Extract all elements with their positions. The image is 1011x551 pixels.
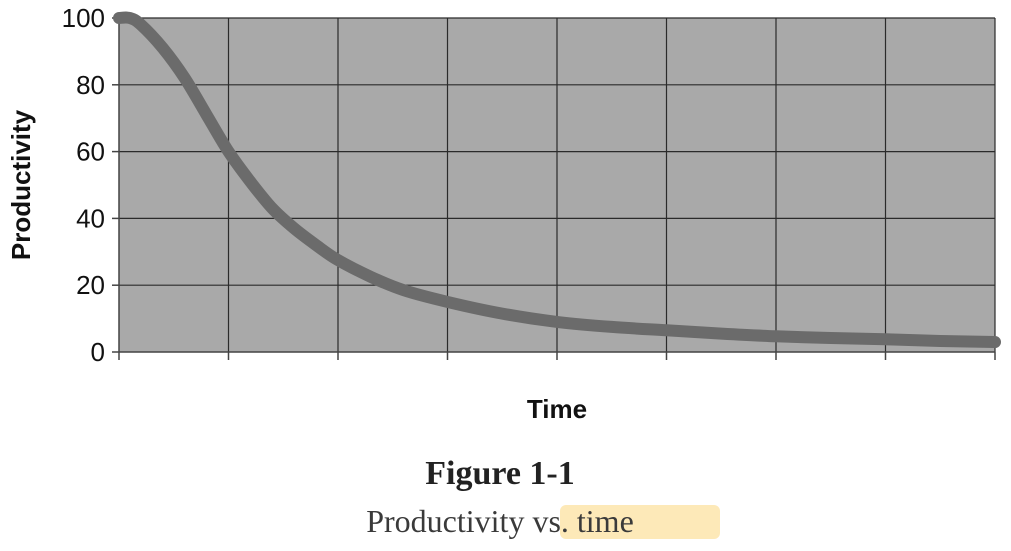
x-axis-title: Time [527,394,587,424]
figure-label: Figure 1-1 [425,455,575,492]
y-tick-label: 0 [91,337,105,367]
y-axis-title: Productivity [6,109,36,260]
y-tick-label: 20 [76,270,105,300]
y-tick-label: 80 [76,70,105,100]
y-tick-labels: 100 80 60 40 20 0 [62,3,119,367]
caption-highlight [560,505,720,539]
series-line [113,11,1001,348]
figure-caption: Productivity vs. time [366,503,634,539]
y-tick-label: 100 [62,3,105,33]
x-ticks [118,352,996,360]
grid [119,17,996,352]
y-tick-label: 60 [76,137,105,167]
y-tick-label: 40 [76,203,105,233]
